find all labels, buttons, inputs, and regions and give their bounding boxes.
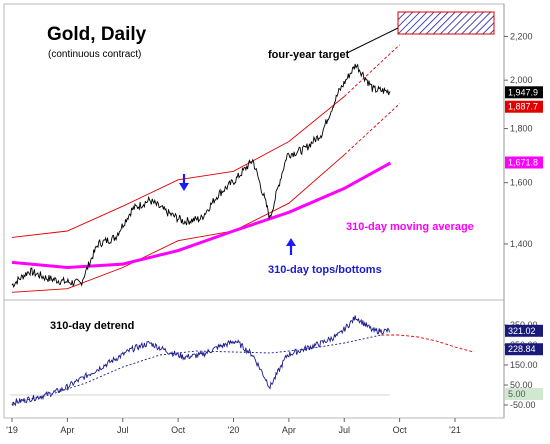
price-tag-label: 1,887.7 xyxy=(508,102,538,112)
detrend-series-line xyxy=(11,315,390,407)
detrend-title: 310-day detrend xyxy=(50,320,134,332)
channel-upper-line xyxy=(11,96,345,238)
price-tag-box xyxy=(505,156,543,169)
x-tick-label: Oct xyxy=(393,425,408,435)
chart-subtitle: (continuous contract) xyxy=(48,49,141,60)
x-tick-label: Jul xyxy=(338,425,350,435)
cycle-label: 310-day tops/bottoms xyxy=(268,264,382,276)
target-label: four-year target xyxy=(268,49,350,61)
price-y-axis: 1,400 1,600 1,800 2,000 2,200 xyxy=(504,31,533,249)
detrend-tick-label: 150.00 xyxy=(510,360,538,370)
x-tick-label: Jul xyxy=(117,425,129,435)
y-tick-label: 1,800 xyxy=(510,124,533,134)
moving-average-line xyxy=(11,161,392,270)
price-tag-label: 1,947.9 xyxy=(508,87,538,97)
x-tick-label: '19 xyxy=(6,425,18,435)
channel-lower-line xyxy=(11,154,345,293)
y-tick-label: 2,200 xyxy=(510,31,533,41)
detrend-projection-line xyxy=(381,334,474,353)
detrend-panel xyxy=(3,299,505,419)
x-tick-label: '21 xyxy=(449,425,461,435)
x-tick-label: '20 xyxy=(228,425,240,435)
price-panel xyxy=(3,3,505,301)
detrend-tick-label: 50.00 xyxy=(510,380,533,390)
x-tick-label: Apr xyxy=(60,425,74,435)
detrend-tick-label: -50.00 xyxy=(510,400,536,410)
target-pointer-line xyxy=(346,27,399,54)
detrend-tag-label: 321.02 xyxy=(508,326,536,336)
detrend-tag-label: 228.84 xyxy=(508,344,536,354)
y-tick-label: 1,600 xyxy=(510,178,533,188)
detrend-smooth-line xyxy=(11,334,382,404)
ma-label: 310-day moving average xyxy=(346,221,474,233)
cycle-bottom-arrow xyxy=(286,238,296,255)
detrend-tag-box xyxy=(505,388,543,400)
x-tick-label: Apr xyxy=(282,425,296,435)
detrend-tag-box xyxy=(505,343,543,356)
detrend-tag-box xyxy=(505,324,543,337)
cycle-top-arrow xyxy=(179,174,189,191)
detrend-tag-label: 5.00 xyxy=(508,389,526,399)
channel-upper-projection xyxy=(343,44,400,97)
price-tag-label: 1,671.8 xyxy=(508,157,538,167)
price-series-line xyxy=(11,63,391,289)
x-axis: '19 Apr Jul Oct '20 Apr Jul Oct '21 xyxy=(6,418,461,435)
detrend-tags: 321.02 228.84 5.00 xyxy=(505,324,543,400)
price-tag-box xyxy=(505,100,543,113)
chart-title: Gold, Daily xyxy=(47,24,147,45)
price-tags: 1,947.9 1,887.7 1,671.8 xyxy=(505,86,543,169)
channel-lower-projection xyxy=(343,103,400,156)
y-tick-label: 1,400 xyxy=(510,239,533,249)
x-tick-label: Oct xyxy=(171,425,186,435)
y-tick-label: 2,000 xyxy=(510,75,533,85)
price-tag-box xyxy=(505,86,543,99)
target-box xyxy=(397,11,495,35)
